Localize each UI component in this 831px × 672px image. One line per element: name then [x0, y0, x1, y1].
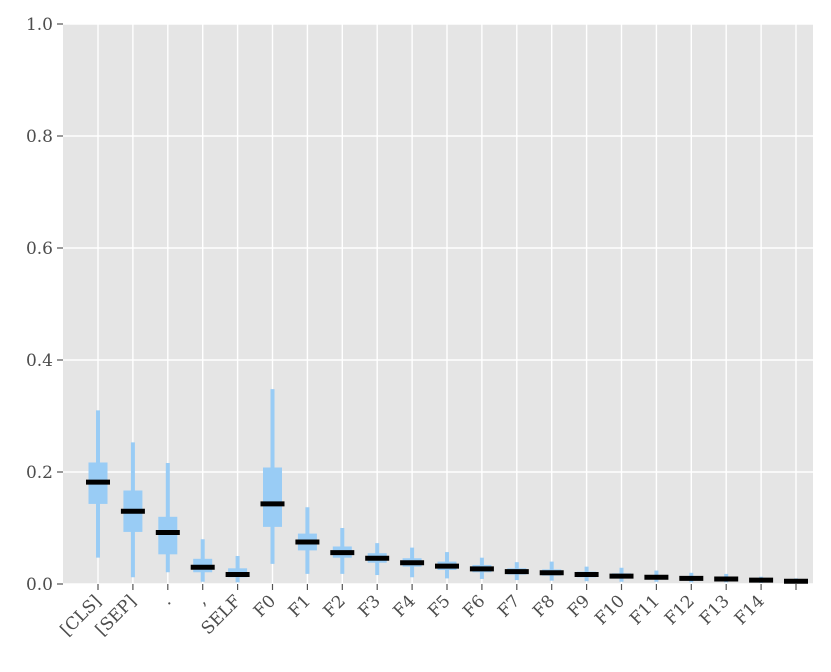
- x-axis: [CLS][SEP]. ,SELF F0 F1 F2 F3 F4 F5 F6 F7 F8 F9F10F…: [57, 584, 797, 640]
- y-tick-label: 1.0: [26, 15, 53, 35]
- x-tick-label: F8: [529, 591, 559, 621]
- x-tick-label: F0: [250, 591, 280, 621]
- x-tick-label: F12: [661, 591, 699, 629]
- box-3: [190, 539, 215, 582]
- x-tick-label: .: [157, 591, 175, 609]
- x-tick-label: F9: [564, 591, 594, 621]
- y-tick-label: 0.4: [26, 351, 53, 371]
- x-tick-label: F1: [285, 591, 315, 621]
- x-tick-label: ,: [192, 591, 210, 609]
- box-18: [714, 573, 739, 583]
- box-10: [435, 552, 459, 579]
- box-16: [644, 570, 669, 582]
- box-series: [86, 389, 808, 584]
- box-12: [504, 562, 529, 581]
- x-tick-label: F2: [320, 591, 350, 621]
- grid-lines: [63, 23, 813, 585]
- y-axis: 0.0 0.2 0.4 0.6 0.8 1.0: [26, 15, 63, 595]
- y-tick-label: 0.6: [26, 239, 53, 259]
- box-4: [225, 556, 250, 583]
- box-14: [574, 566, 599, 582]
- x-tick-label: [SEP]: [92, 591, 141, 640]
- x-tick-label: F3: [355, 591, 385, 621]
- box-9: [400, 547, 425, 578]
- box-1: [120, 442, 145, 578]
- box-19: [749, 576, 774, 583]
- box-iqr: [158, 516, 178, 555]
- x-tick-label: F11: [626, 591, 664, 629]
- box-6: [295, 507, 320, 574]
- x-tick-label: F10: [591, 591, 629, 629]
- box-7: [330, 528, 355, 574]
- box-15: [609, 567, 634, 582]
- x-tick-label: F13: [696, 591, 734, 629]
- x-tick-label: F4: [389, 591, 419, 621]
- box-20: [784, 578, 808, 584]
- x-tick-label: F5: [424, 591, 454, 621]
- y-tick-label: 0.8: [26, 127, 53, 147]
- box-2: [155, 463, 180, 573]
- y-tick-label: 0.2: [26, 463, 53, 483]
- box-8: [365, 543, 390, 576]
- box-13: [539, 561, 564, 581]
- plot-area: [63, 24, 813, 584]
- x-tick-label: F7: [494, 591, 524, 621]
- box-0: [86, 410, 110, 558]
- box-17: [679, 572, 704, 583]
- box-iqr: [263, 467, 282, 527]
- x-tick-label: SELF: [198, 591, 246, 639]
- y-tick-label: 0.0: [26, 575, 53, 595]
- box-5: [260, 389, 285, 564]
- x-tick-label: F6: [459, 591, 489, 621]
- x-tick-label: F14: [731, 591, 769, 629]
- box-11: [469, 557, 494, 579]
